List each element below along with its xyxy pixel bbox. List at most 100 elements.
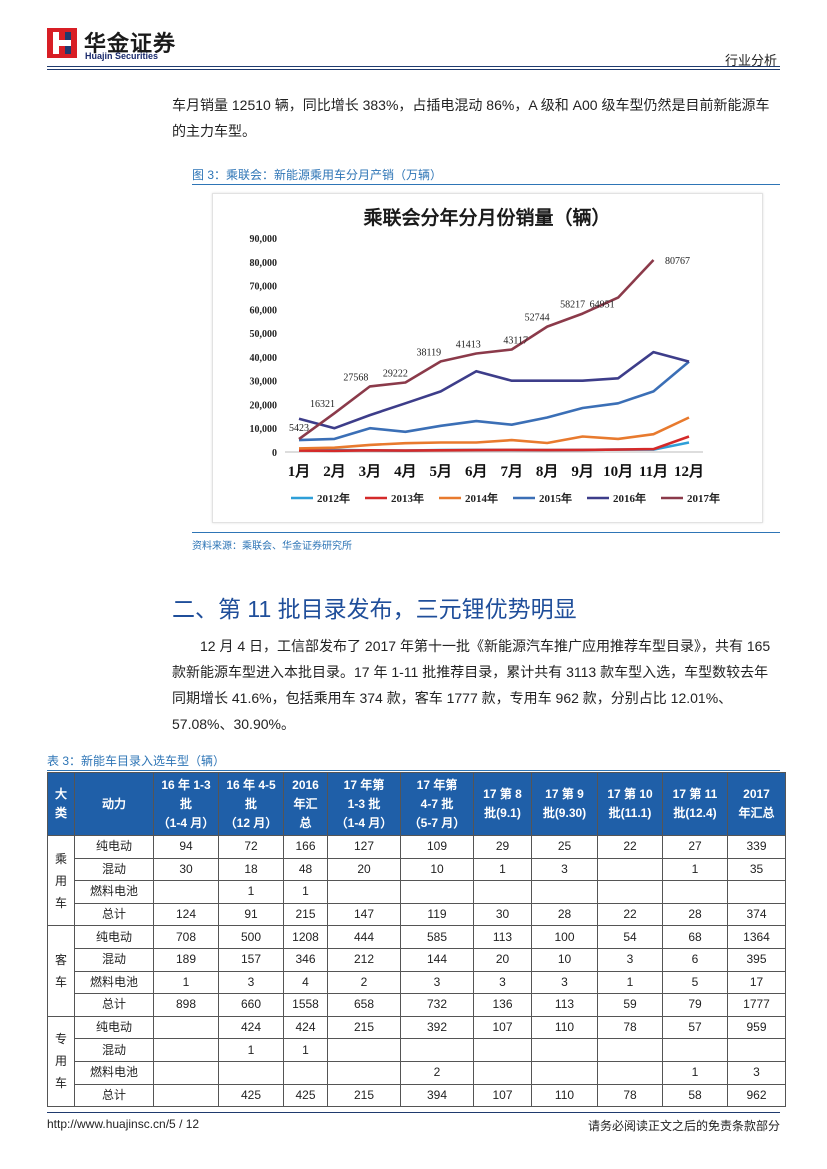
value-cell: 1 [662, 857, 728, 882]
value-cell: 127 [327, 835, 401, 859]
header-divider-secondary [47, 69, 780, 70]
value-cell [727, 880, 786, 904]
value-cell: 136 [473, 993, 532, 1017]
chart-title: 乘联会分年分月份销量（辆） [362, 206, 610, 229]
figure-caption-rule [192, 184, 780, 185]
value-cell: 25 [531, 835, 598, 859]
legend-label: 2014年 [465, 491, 498, 505]
figure-source-rule [192, 532, 780, 533]
category-cell: 乘用车 [47, 834, 75, 927]
table-row: 专用车纯电动 424 424 215 392 107 110 78 57 959 [47, 1015, 786, 1108]
data-label: 5423 [289, 423, 309, 434]
footer-url: http://www.huajinsc.cn/5 / 12 [47, 1117, 200, 1131]
value-cell: 1 [153, 970, 219, 995]
value-cell: 30 [153, 857, 219, 882]
value-cell: 72 [218, 835, 284, 859]
x-tick-label: 2月 [323, 463, 346, 480]
value-cell: 10 [531, 947, 598, 972]
value-cell [153, 880, 219, 904]
value-cell: 124 [153, 902, 219, 927]
value-cell: 3 [218, 970, 284, 995]
power-type-cell: 混动 [74, 1038, 154, 1062]
table-caption-rule [47, 770, 780, 771]
value-cell [400, 880, 474, 904]
power-type-cell: 燃料电池 [74, 970, 154, 995]
value-cell: 147 [327, 902, 401, 927]
value-cell: 5 [662, 970, 728, 995]
value-cell: 109 [400, 835, 474, 859]
value-cell: 20 [327, 857, 401, 882]
value-cell: 18 [218, 857, 284, 882]
value-cell: 2 [327, 970, 401, 995]
value-cell: 35 [727, 857, 786, 882]
value-cell: 339 [727, 835, 786, 859]
value-cell [531, 1038, 598, 1062]
value-cell: 425 [218, 1083, 284, 1108]
value-cell: 22 [597, 902, 663, 927]
value-cell: 113 [473, 925, 532, 949]
value-cell: 1364 [727, 925, 786, 949]
table-header-cell: 2016 年汇总 [283, 772, 328, 836]
value-cell: 107 [473, 1015, 532, 1040]
value-cell: 708 [153, 925, 219, 949]
value-cell: 3 [473, 970, 532, 995]
value-cell: 28 [662, 902, 728, 927]
value-cell: 6 [662, 947, 728, 972]
monthly-sales-line-chart: 乘联会分年分月份销量（辆） 0 10,000 20,000 30,000 40,000 5… [250, 206, 721, 505]
value-cell: 1 [218, 1038, 284, 1062]
value-cell [327, 1060, 401, 1085]
legend-label: 2017年 [687, 491, 720, 505]
table-header-cell: 17 年第 4-7 批（5-7 月） [400, 772, 474, 836]
catalog-vehicle-table: 大类动力 16 年 1-3 批（1-4 月） 16 年 4-5 批（12 月） 2016 年… [47, 772, 786, 1108]
value-cell: 1 [283, 880, 328, 904]
value-cell: 660 [218, 993, 284, 1017]
legend-label: 2015年 [539, 491, 572, 505]
table-body: 乘用车纯电动 94 72 166 127 109 29 25 22 27 339 混动 30 18 48 20… [47, 834, 786, 1108]
value-cell [597, 880, 663, 904]
value-cell [597, 1038, 663, 1062]
legend-label: 2013年 [391, 491, 424, 505]
value-cell: 17 [727, 970, 786, 995]
series-line-2017年 [298, 259, 655, 441]
value-cell: 212 [327, 947, 401, 972]
value-cell: 28 [531, 902, 598, 927]
value-cell [662, 1038, 728, 1062]
value-cell: 107 [473, 1083, 532, 1108]
logo-english-name: Huajin Securities [85, 51, 159, 61]
series-lines [298, 259, 690, 453]
value-cell: 3 [597, 947, 663, 972]
value-cell: 425 [283, 1083, 328, 1108]
y-tick-label: 80,000 [250, 258, 278, 269]
value-cell [153, 1015, 219, 1040]
value-cell [473, 1060, 532, 1085]
value-cell: 119 [400, 902, 474, 927]
value-cell: 1 [283, 1038, 328, 1062]
table-header-cell: 17 第 10 批(11.1) [597, 772, 663, 836]
table-row: 混动 1 1 [48, 1038, 786, 1062]
value-cell: 3 [727, 1060, 786, 1085]
value-cell: 166 [283, 835, 328, 859]
value-cell [400, 1038, 474, 1062]
power-type-cell: 燃料电池 [74, 1060, 154, 1085]
value-cell: 110 [531, 1015, 598, 1040]
value-cell [662, 880, 728, 904]
value-cell: 215 [283, 902, 328, 927]
value-cell: 27 [662, 835, 728, 859]
value-cell: 10 [400, 857, 474, 882]
value-cell: 1208 [283, 925, 328, 949]
table-row: 总计 898 660 1558 658 732 136 113 59 79 1777 [48, 993, 786, 1017]
y-tick-label: 40,000 [250, 353, 278, 364]
value-cell: 1 [597, 970, 663, 995]
y-tick-label: 70,000 [250, 282, 278, 293]
value-cell: 54 [597, 925, 663, 949]
value-cell: 2 [400, 1060, 474, 1085]
series-line-2016年 [298, 350, 690, 430]
value-cell: 500 [218, 925, 284, 949]
value-cell: 962 [727, 1083, 786, 1108]
value-cell: 394 [400, 1083, 474, 1108]
value-cell: 113 [531, 993, 598, 1017]
table-header-cell: 16 年 1-3 批（1-4 月） [153, 772, 219, 836]
value-cell [327, 1038, 401, 1062]
value-cell: 189 [153, 947, 219, 972]
value-cell: 959 [727, 1015, 786, 1040]
